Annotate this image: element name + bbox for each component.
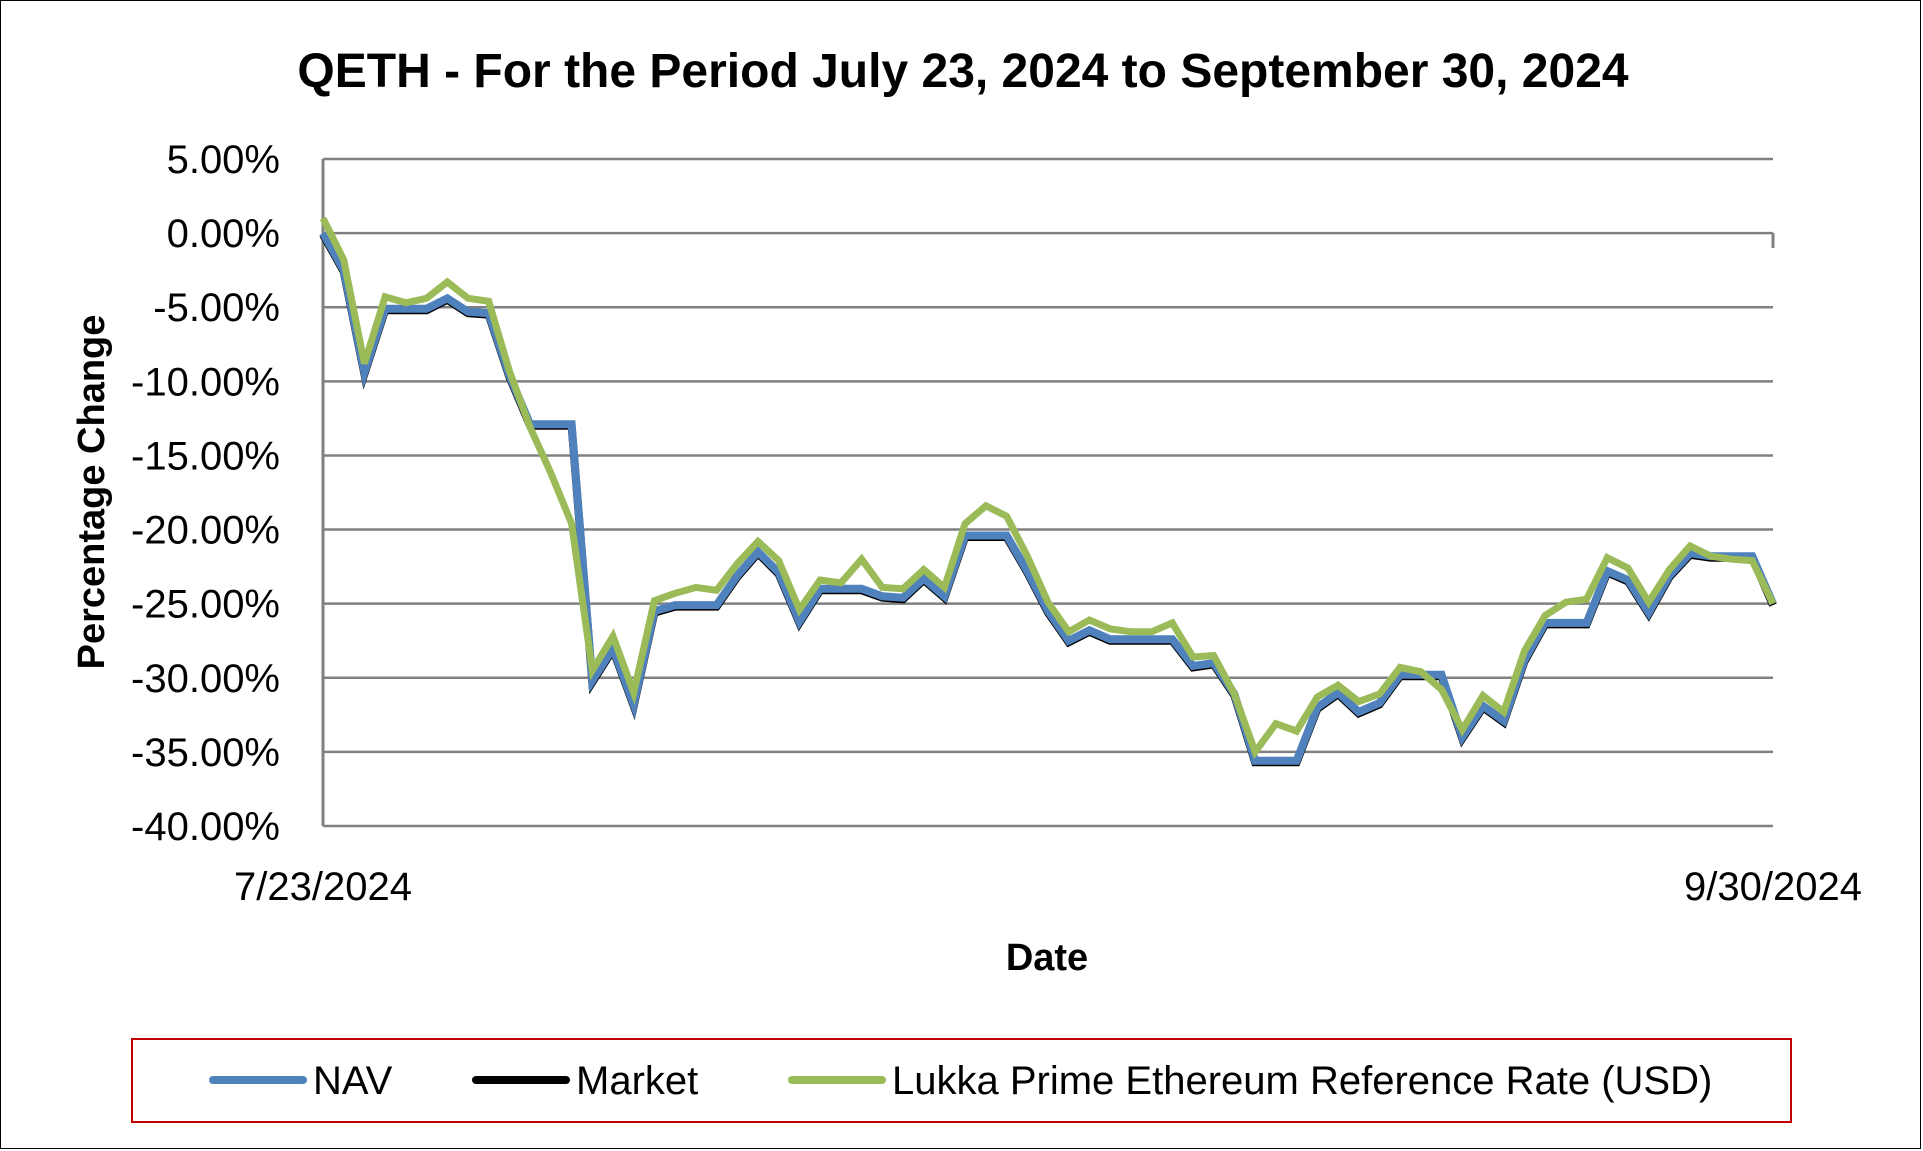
series-line-market bbox=[319, 232, 1777, 767]
y-tick-label: -30.00% bbox=[131, 657, 280, 701]
y-tick-label: -5.00% bbox=[153, 286, 280, 330]
y-tick-label: -40.00% bbox=[131, 805, 280, 849]
y-tick-label: 0.00% bbox=[167, 212, 280, 256]
legend-box bbox=[131, 1038, 1792, 1123]
x-tick-label-end: 9/30/2024 bbox=[1684, 865, 1862, 909]
series-line-nav bbox=[319, 231, 1777, 765]
legend-label-market: Market bbox=[576, 1059, 698, 1103]
series-line-lukka bbox=[319, 216, 1777, 760]
y-tick-label: -35.00% bbox=[131, 731, 280, 775]
legend: NAV Market Lukka Prime Ethereum Referenc… bbox=[209, 1059, 1712, 1103]
x-axis-title: Date bbox=[1006, 937, 1088, 979]
y-tick-label: -10.00% bbox=[131, 360, 280, 404]
y-tick-label: 5.00% bbox=[167, 138, 280, 182]
y-tick-label: -15.00% bbox=[131, 434, 280, 478]
gridlines bbox=[323, 157, 1773, 828]
y-tick-label: -20.00% bbox=[131, 509, 280, 553]
legend-label-nav: NAV bbox=[313, 1059, 393, 1103]
series-lines bbox=[319, 216, 1777, 767]
y-tick-label: -25.00% bbox=[131, 583, 280, 627]
y-axis-tick-labels: 5.00% 0.00% -5.00% -10.00% -15.00% -20.00% -25… bbox=[131, 138, 280, 849]
x-tick-label-start: 7/23/2024 bbox=[234, 865, 412, 909]
chart-title: QETH - For the Period July 23, 2024 to S… bbox=[297, 45, 1628, 98]
legend-label-lukka: Lukka Prime Ethereum Reference Rate (USD… bbox=[892, 1059, 1712, 1103]
y-axis-title: Percentage Change bbox=[71, 315, 113, 670]
